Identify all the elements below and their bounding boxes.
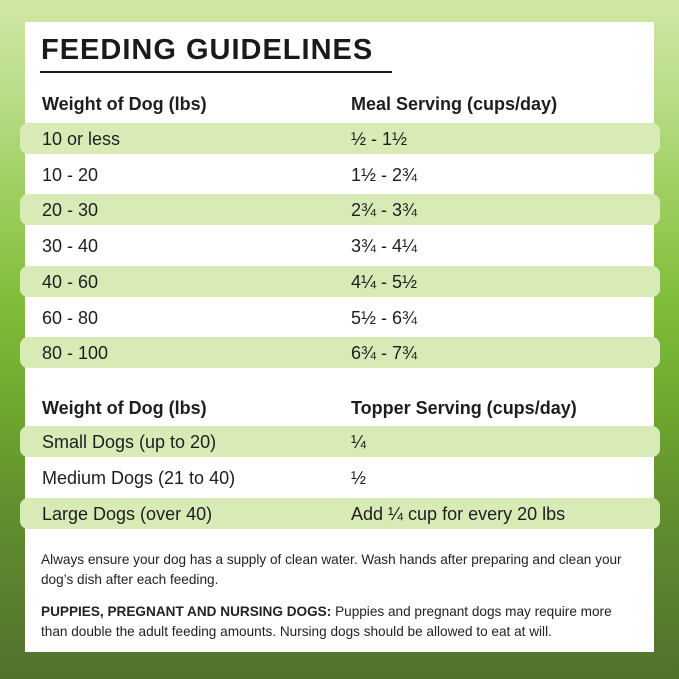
column-header: Meal Serving (cups/day) (351, 94, 558, 114)
table-cell: 4¼ - 5½ (351, 271, 418, 292)
table-cell: 10 or less (42, 129, 121, 149)
table-cell: ½ - 1½ (351, 129, 408, 149)
table-cell: 20 - 30 (42, 200, 99, 221)
table-cell: 1½ - 2¾ (351, 164, 418, 185)
note: Always ensure your dog has a supply of c… (41, 550, 641, 590)
column-header: Weight of Dog (lbs) (42, 94, 207, 114)
table-cell: 3¾ - 4¼ (351, 236, 418, 257)
note: PUPPIES, PREGNANT AND NURSING DOGS: Pupp… (41, 602, 641, 642)
row-highlight (20, 498, 660, 529)
table-cell: 10 - 20 (42, 164, 99, 185)
row-highlight (20, 194, 660, 226)
row-highlight (20, 265, 660, 297)
title: FEEDING GUIDELINES (41, 34, 374, 66)
title-underline (40, 71, 392, 73)
column-header: Topper Serving (cups/day) (351, 398, 577, 418)
note-text: Puppies and pregnant dogs may require mo… (41, 604, 612, 639)
table-cell: 2¾ - 3¾ (351, 200, 418, 221)
row-highlight (20, 426, 660, 457)
table-cell: ½ (351, 468, 367, 488)
row-highlight (20, 123, 660, 154)
table-cell: ¼ (351, 432, 367, 452)
table-cell: Large Dogs (over 40) (42, 504, 213, 524)
table-cell: 40 - 60 (42, 271, 99, 292)
table-cell: Small Dogs (up to 20) (42, 432, 217, 452)
note-label: PUPPIES, PREGNANT AND NURSING DOGS: (41, 604, 332, 619)
table-cell: 60 - 80 (42, 307, 99, 328)
table-cell: 30 - 40 (42, 236, 99, 257)
row-highlight (20, 337, 660, 369)
table-cell: Medium Dogs (21 to 40) (42, 468, 236, 488)
table-cell: Add ¼ cup for every 20 lbs (351, 504, 566, 524)
table-cell: 6¾ - 7¾ (351, 343, 418, 364)
table-cell: 5½ - 6¾ (351, 307, 418, 328)
table-cell: 80 - 100 (42, 343, 109, 364)
note-text: Always ensure your dog has a supply of c… (41, 552, 622, 587)
column-header: Weight of Dog (lbs) (42, 398, 207, 418)
